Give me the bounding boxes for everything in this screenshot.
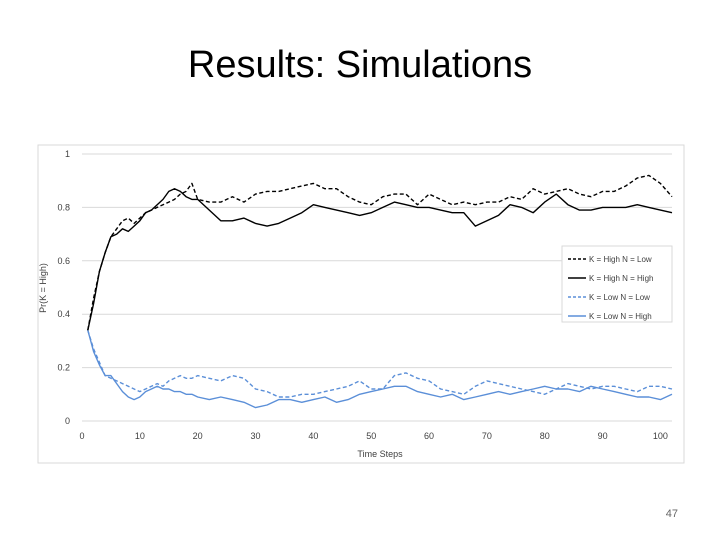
x-tick-label: 10 xyxy=(135,431,145,441)
slide-number: 47 xyxy=(665,508,678,520)
x-tick-label: 20 xyxy=(193,431,203,441)
series-line-4 xyxy=(87,330,673,409)
x-tick-label: 90 xyxy=(598,431,608,441)
x-tick-label: 40 xyxy=(308,431,318,441)
y-tick-label: 0.8 xyxy=(57,202,70,212)
x-tick-labels: 0 10 20 30 40 50 60 70 80 90 100 xyxy=(79,431,667,441)
y-axis-label: Pr(K = High) xyxy=(38,263,48,313)
x-tick-label: 70 xyxy=(482,431,492,441)
legend-label: K = High N = High xyxy=(589,274,653,283)
y-tick-label: 0.4 xyxy=(57,309,70,319)
x-tick-label: 50 xyxy=(366,431,376,441)
slide-title: Results: Simulations xyxy=(187,44,533,86)
x-tick-label: 100 xyxy=(653,431,668,441)
x-tick-label: 30 xyxy=(251,431,261,441)
x-tick-label: 60 xyxy=(424,431,434,441)
series-lines xyxy=(87,174,673,409)
y-tick-label: 0.2 xyxy=(57,363,70,373)
legend-label: K = High N = Low xyxy=(589,255,652,264)
x-tick-label: 0 xyxy=(79,431,84,441)
y-tick-label: 1 xyxy=(65,149,70,159)
y-tick-labels: 0 0.2 0.4 0.6 0.8 1 xyxy=(57,149,70,426)
x-axis-label: Time Steps xyxy=(357,449,403,459)
y-tick-label: 0.6 xyxy=(57,256,70,266)
series-line-1 xyxy=(87,174,673,331)
legend-label: K = Low N = High xyxy=(589,312,652,321)
legend: K = High N = Low K = High N = High K = Low… xyxy=(561,245,673,323)
y-tick-label: 0 xyxy=(65,416,70,426)
x-tick-label: 80 xyxy=(540,431,550,441)
legend-label: K = Low N = Low xyxy=(589,293,650,302)
